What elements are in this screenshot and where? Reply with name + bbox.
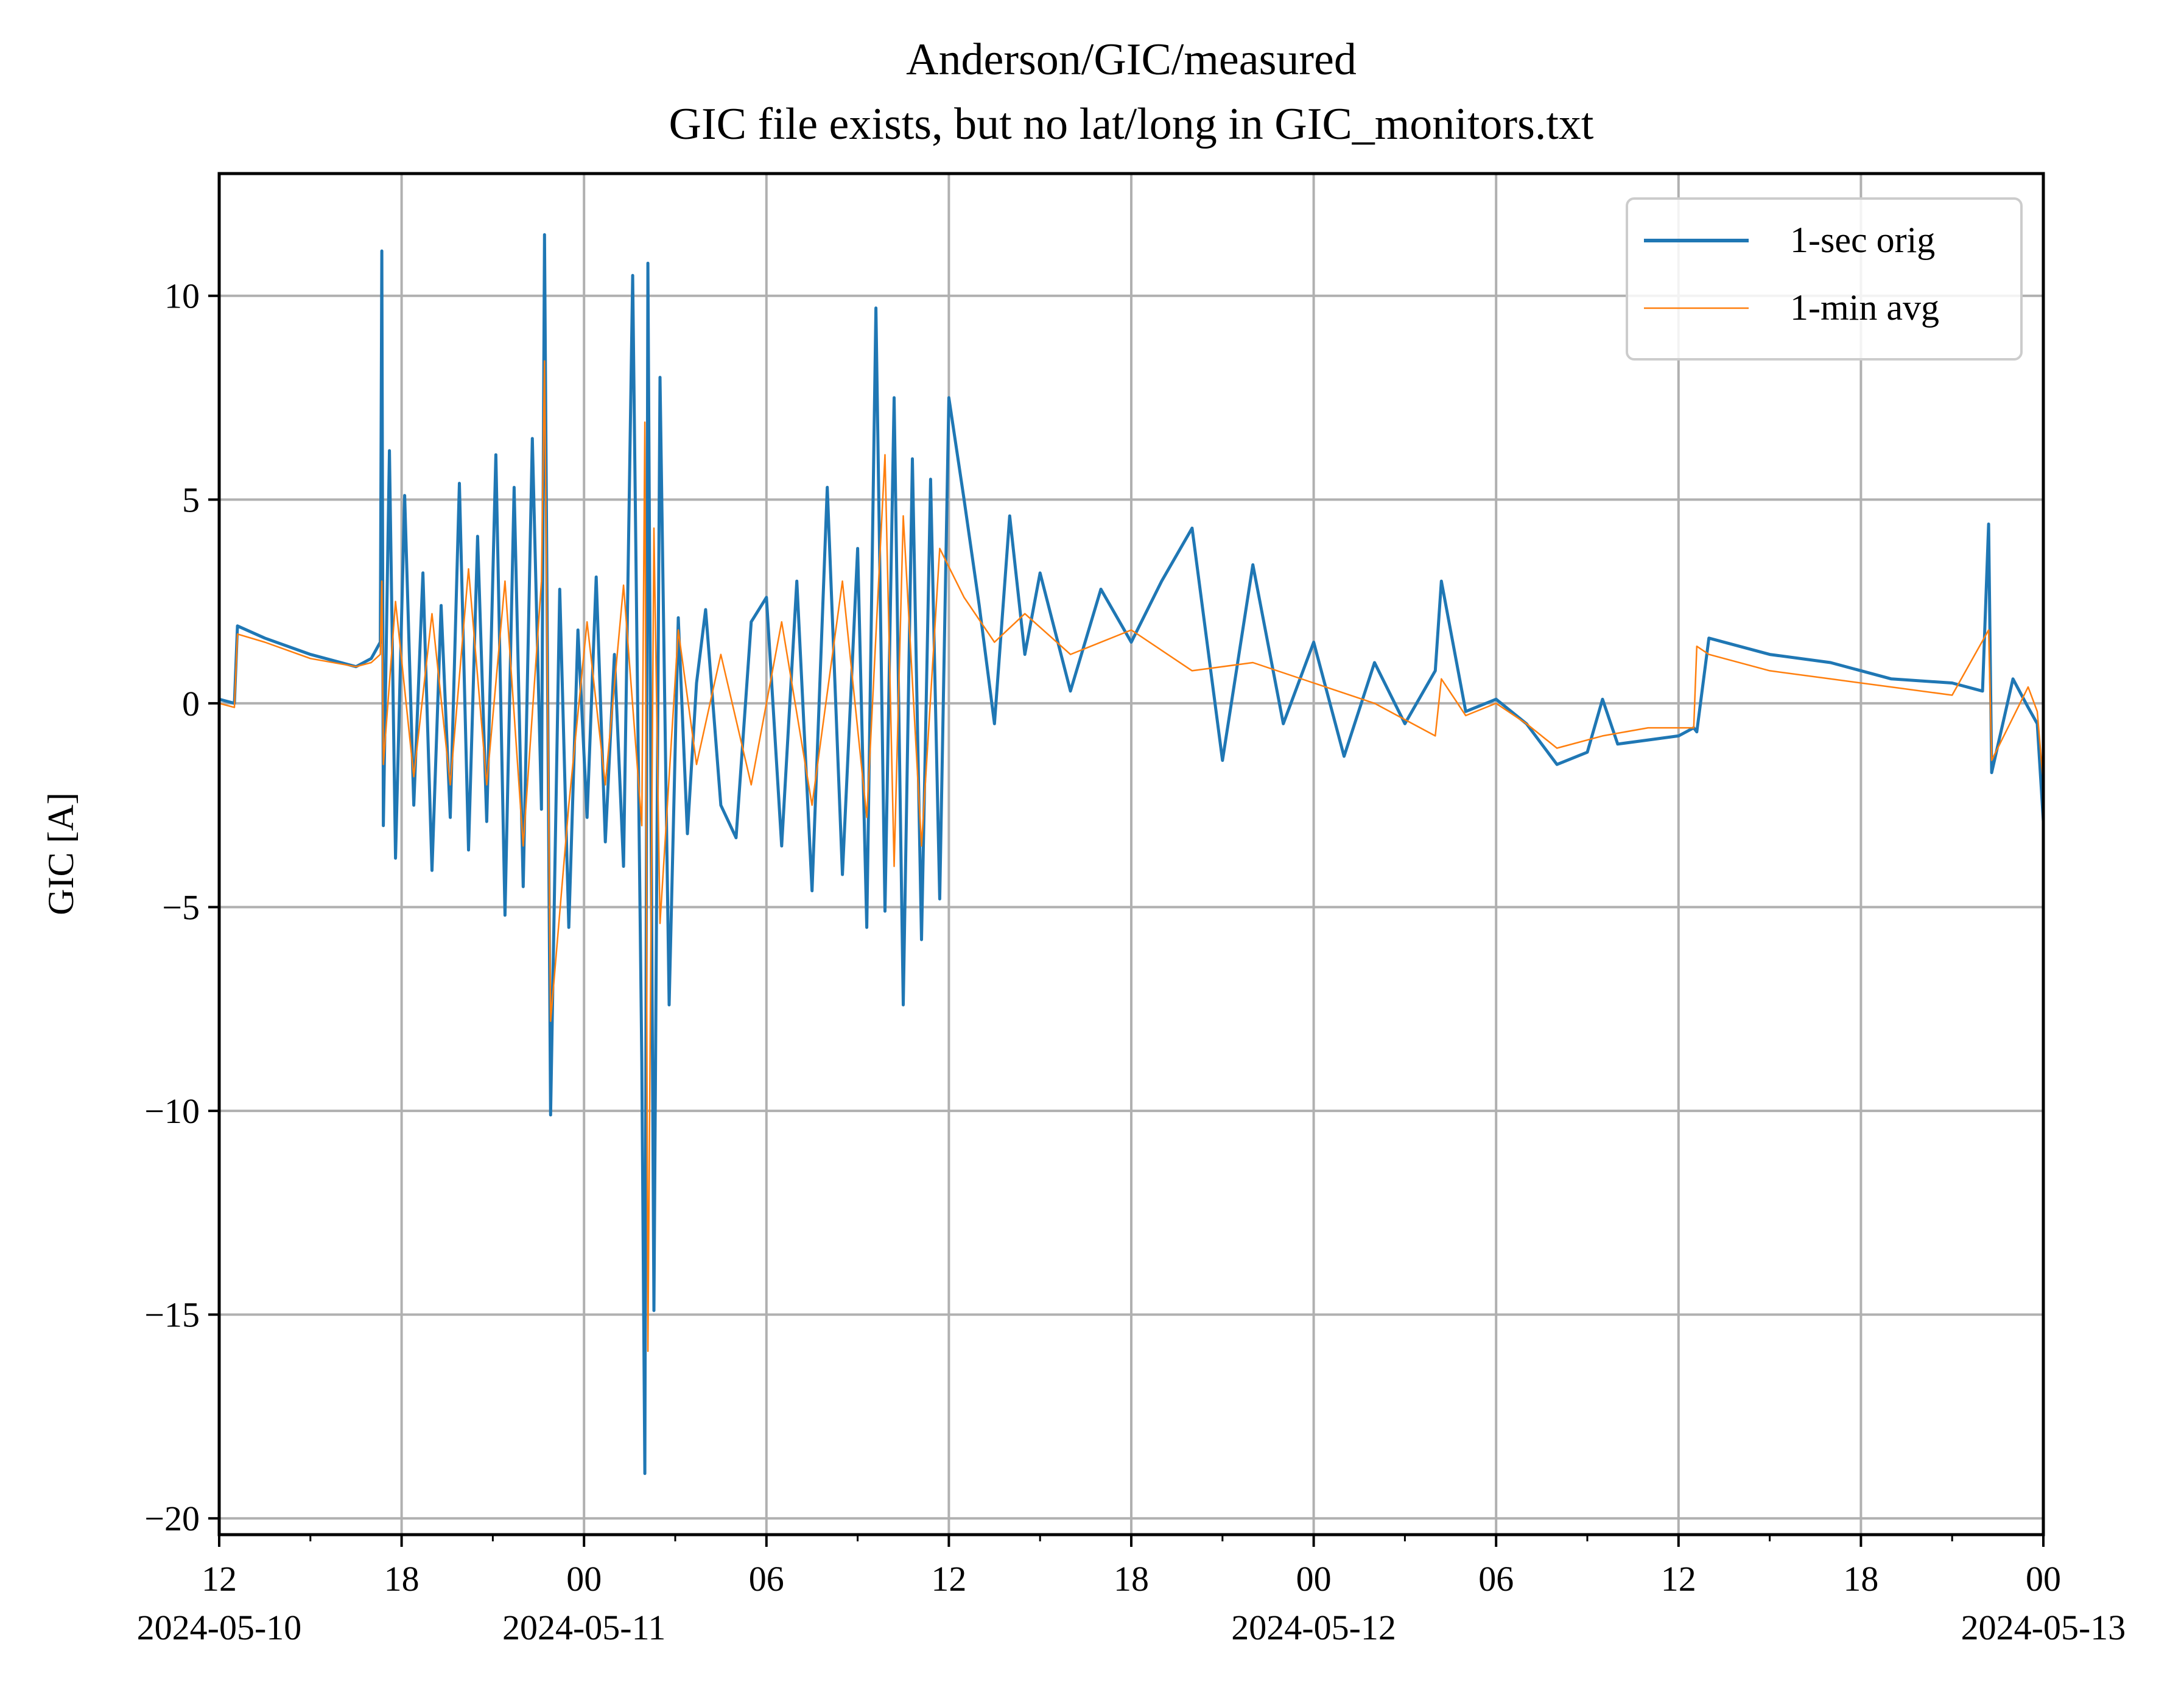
x-tick-label: 12: [931, 1559, 966, 1599]
y-tick-label: 0: [182, 684, 200, 723]
x-tick-label: 06: [749, 1559, 784, 1599]
legend-label-1-min-avg: 1-min avg: [1790, 287, 1939, 328]
chart-title: Anderson/GIC/measured: [906, 35, 1357, 85]
y-tick-label: −20: [144, 1499, 200, 1538]
x-tick-date-label: 2024-05-11: [502, 1608, 665, 1647]
y-tick-label: −10: [144, 1091, 200, 1131]
chart-subtitle: GIC file exists, but no lat/long in GIC_…: [669, 99, 1594, 149]
series-line-1-sec-orig: [219, 233, 2045, 1476]
y-tick-label: 5: [182, 480, 200, 519]
y-tick-label: 10: [164, 276, 200, 316]
x-tick-label: 00: [2026, 1559, 2061, 1599]
x-tick-label: 18: [1114, 1559, 1149, 1599]
y-axis-label: GIC [A]: [41, 792, 81, 915]
x-tick-date-label: 2024-05-13: [1961, 1608, 2126, 1647]
legend: 1-sec orig 1-min avg: [1626, 197, 2023, 361]
x-tick-label: 00: [566, 1559, 602, 1599]
x-tick-label: 00: [1296, 1559, 1332, 1599]
x-tick-label: 18: [1843, 1559, 1878, 1599]
legend-label-1-sec-orig: 1-sec orig: [1790, 220, 1935, 260]
y-tick-label: −15: [144, 1295, 200, 1335]
x-tick-date-label: 2024-05-12: [1231, 1608, 1396, 1647]
x-tick-label: 12: [1661, 1559, 1696, 1599]
y-tick-label: −5: [162, 887, 200, 927]
plot-series: [219, 233, 2045, 1476]
x-tick-label: 12: [202, 1559, 237, 1599]
series-line-1-min-avg: [219, 360, 2045, 1353]
x-tick-label: 18: [384, 1559, 420, 1599]
x-tick-label: 06: [1478, 1559, 1514, 1599]
x-tick-date-label: 2024-05-10: [137, 1608, 302, 1647]
